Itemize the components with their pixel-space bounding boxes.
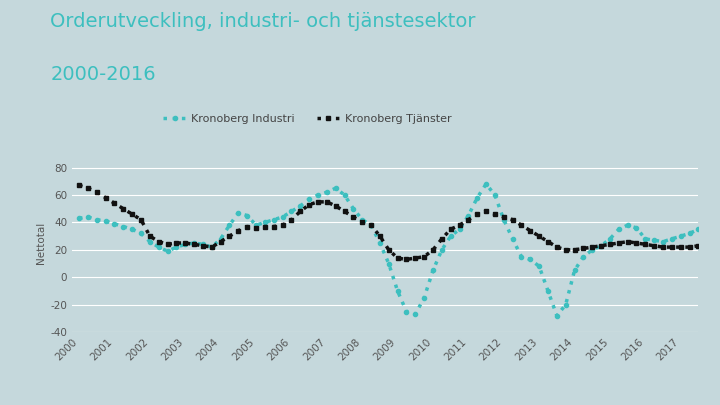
Kronoberg Tjänster [438,237,446,241]
Kronoberg Industri [163,249,172,254]
Kronoberg Industri [428,268,437,273]
Kronoberg Industri [482,181,490,186]
Kronoberg Industri [75,216,84,221]
Text: Orderutveckling, industri- och tjänstesektor: Orderutveckling, industri- och tjänstese… [50,12,476,31]
Kronoberg Industri [552,313,561,318]
Kronoberg Industri [667,237,676,241]
Kronoberg Industri [508,237,517,241]
Kronoberg Tjänster [75,183,84,188]
Kronoberg Industri [473,195,482,200]
Line: Kronoberg Tjänster: Kronoberg Tjänster [77,183,709,262]
Legend: Kronoberg Industri, Kronoberg Tjänster: Kronoberg Industri, Kronoberg Tjänster [159,110,456,128]
Kronoberg Tjänster [163,242,172,247]
Kronoberg Tjänster [508,217,517,222]
Kronoberg Tjänster [482,209,490,214]
Kronoberg Tjänster [225,234,234,239]
Kronoberg Tjänster [402,257,410,262]
Kronoberg Industri [703,227,711,232]
Line: Kronoberg Industri: Kronoberg Industri [77,182,709,318]
Text: 2000-2016: 2000-2016 [50,65,156,84]
Kronoberg Tjänster [287,217,296,222]
Y-axis label: Nettotal: Nettotal [36,222,46,264]
Kronoberg Tjänster [703,243,711,248]
Kronoberg Industri [287,209,296,214]
